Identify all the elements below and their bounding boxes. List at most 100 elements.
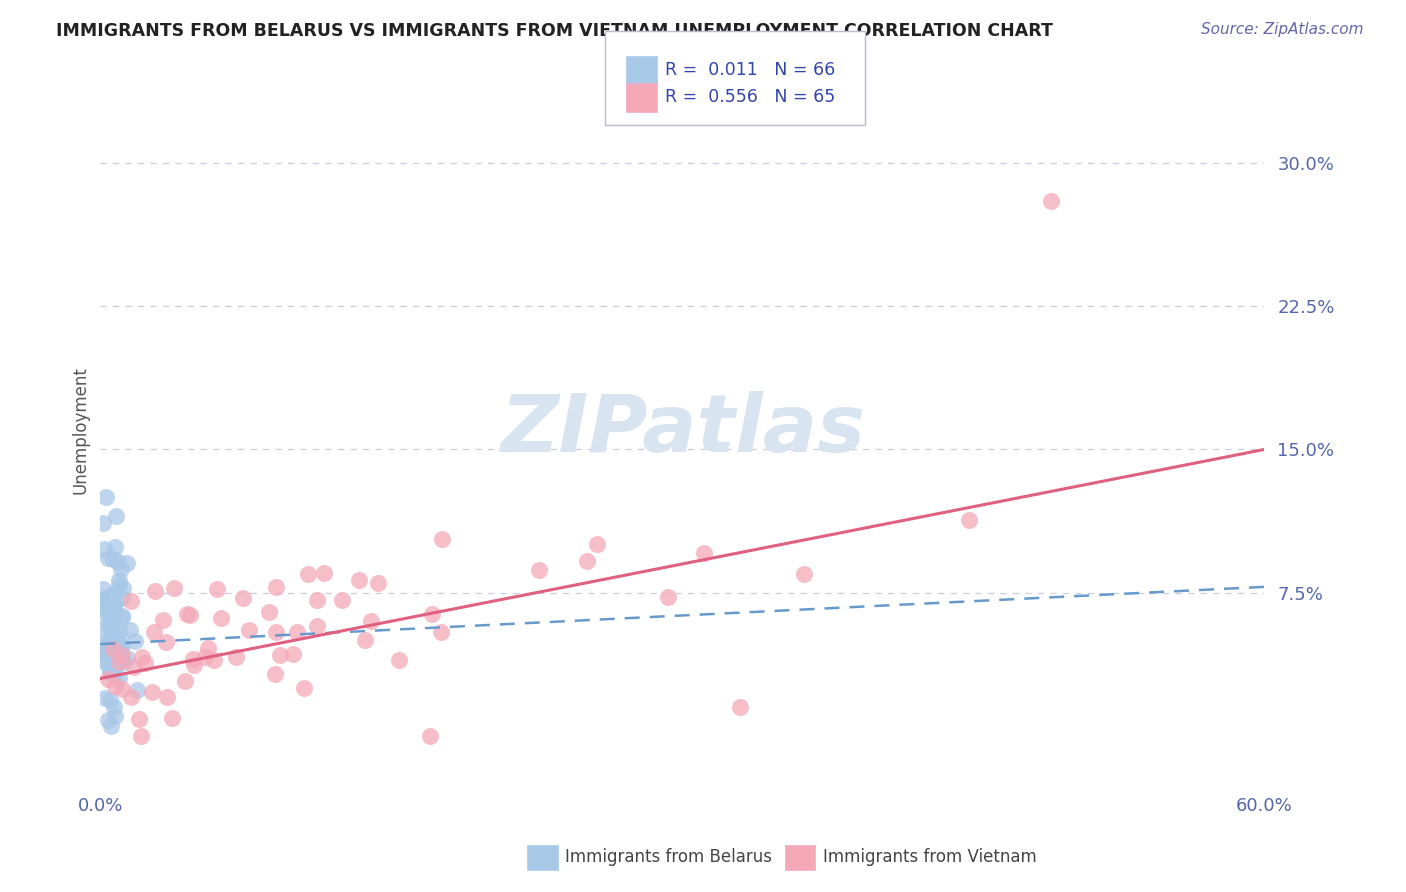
Point <box>576 554 599 568</box>
Point <box>104 626 127 640</box>
Point <box>657 590 679 604</box>
Point <box>527 563 550 577</box>
Point <box>103 598 125 612</box>
Text: Immigrants from Vietnam: Immigrants from Vietnam <box>823 848 1036 866</box>
Point <box>124 633 146 648</box>
Point <box>100 616 122 631</box>
Point <box>110 652 132 666</box>
Text: ZIPatlas: ZIPatlas <box>499 392 865 469</box>
Point <box>120 623 142 637</box>
Point <box>97 617 120 632</box>
Point <box>129 729 152 743</box>
Point <box>585 537 607 551</box>
Point <box>152 613 174 627</box>
Text: Immigrants from Belarus: Immigrants from Belarus <box>565 848 772 866</box>
Point <box>225 650 247 665</box>
Point <box>104 708 127 723</box>
Point <box>314 566 336 581</box>
Point <box>111 682 134 697</box>
Point <box>90 591 112 606</box>
Point <box>174 673 197 688</box>
Text: Source: ZipAtlas.com: Source: ZipAtlas.com <box>1201 22 1364 37</box>
Point <box>125 682 148 697</box>
Text: R =  0.011   N = 66: R = 0.011 N = 66 <box>665 61 835 78</box>
Point <box>98 589 121 603</box>
Point <box>367 575 389 590</box>
Point <box>112 655 135 669</box>
Point <box>163 581 186 595</box>
Point <box>793 566 815 581</box>
Point <box>108 624 131 639</box>
Point <box>238 623 260 637</box>
Point <box>430 625 453 640</box>
Point <box>98 633 121 648</box>
Point <box>330 592 353 607</box>
Point <box>122 660 145 674</box>
Point <box>156 690 179 704</box>
Point <box>110 562 132 576</box>
Point <box>197 640 219 655</box>
Point <box>305 619 328 633</box>
Point <box>155 634 177 648</box>
Point <box>100 719 122 733</box>
Point <box>111 591 134 606</box>
Point <box>103 700 125 714</box>
Point <box>107 672 129 686</box>
Point <box>305 592 328 607</box>
Point <box>97 672 120 686</box>
Point <box>181 652 204 666</box>
Point <box>730 700 752 714</box>
Point <box>103 646 125 660</box>
Point <box>430 532 453 546</box>
Point <box>957 513 980 527</box>
Point <box>91 582 114 597</box>
Point <box>297 566 319 581</box>
Point <box>91 640 114 654</box>
Point <box>101 552 124 566</box>
Point <box>91 592 114 607</box>
Point <box>93 646 115 660</box>
Point <box>264 624 287 639</box>
Point <box>103 640 125 655</box>
Point <box>264 666 287 681</box>
Point <box>176 607 198 621</box>
Point <box>107 574 129 588</box>
Point <box>269 648 291 662</box>
Point <box>388 653 411 667</box>
Point <box>103 667 125 681</box>
Point <box>100 665 122 679</box>
Point <box>97 550 120 565</box>
Point <box>281 647 304 661</box>
Point <box>104 586 127 600</box>
Point <box>354 632 377 647</box>
Point <box>94 604 117 618</box>
Point <box>232 591 254 605</box>
Point <box>134 656 156 670</box>
Point <box>349 573 371 587</box>
Point <box>160 711 183 725</box>
Point <box>94 653 117 667</box>
Point <box>108 655 131 669</box>
Point <box>103 597 125 611</box>
Point <box>111 609 134 624</box>
Point <box>205 582 228 596</box>
Point <box>101 607 124 622</box>
Point <box>96 656 118 670</box>
Point <box>91 516 114 530</box>
Point <box>292 681 315 695</box>
Text: IMMIGRANTS FROM BELARUS VS IMMIGRANTS FROM VIETNAM UNEMPLOYMENT CORRELATION CHAR: IMMIGRANTS FROM BELARUS VS IMMIGRANTS FR… <box>56 22 1053 40</box>
Point <box>111 638 134 652</box>
Point <box>104 509 127 524</box>
Point <box>141 684 163 698</box>
Point <box>108 578 131 592</box>
Point <box>285 625 308 640</box>
Point <box>100 627 122 641</box>
Point <box>98 664 121 678</box>
Point <box>209 611 232 625</box>
Point <box>97 615 120 629</box>
Point <box>120 593 142 607</box>
Point <box>111 610 134 624</box>
Point <box>115 556 138 570</box>
Y-axis label: Unemployment: Unemployment <box>72 367 89 494</box>
Point <box>101 642 124 657</box>
